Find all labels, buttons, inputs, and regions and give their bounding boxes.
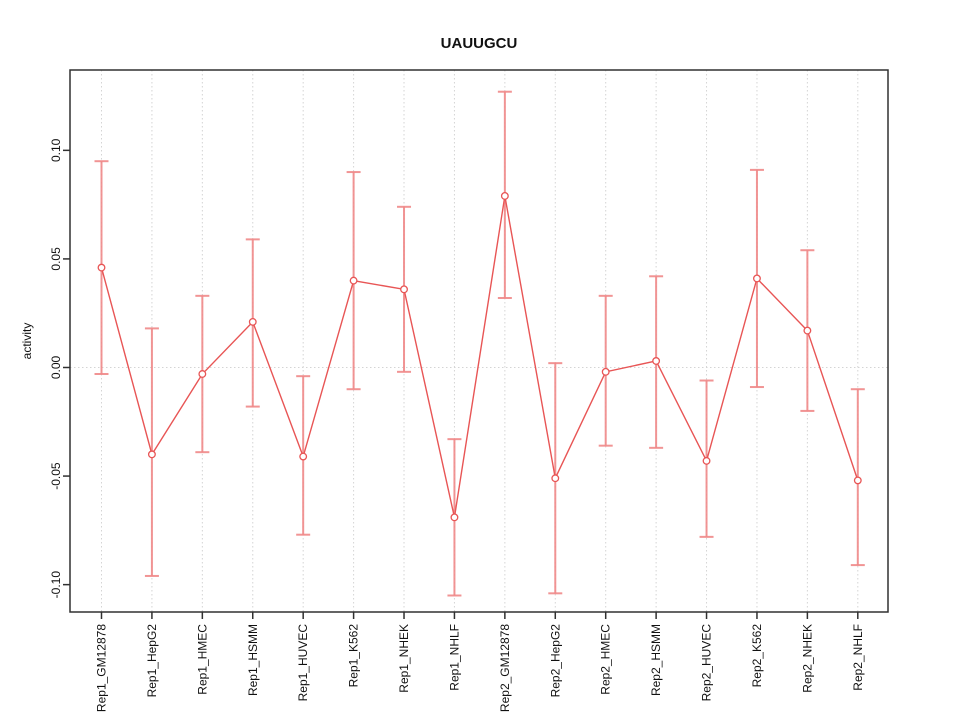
data-point: [198, 370, 207, 378]
data-point: [753, 274, 761, 283]
x-tick-label: Rep1_GM12878: [95, 624, 109, 712]
y-tick-label: 0.05: [49, 247, 63, 271]
data-point: [500, 191, 509, 200]
y-tick-label: -0.05: [49, 462, 63, 490]
plot-box: [69, 69, 889, 613]
chart-title: UAUUGCU: [441, 35, 518, 52]
x-tick-label: Rep2_HSMM: [649, 624, 663, 696]
y-tick-label: -0.10: [49, 571, 63, 599]
x-tick-label: Rep2_NHEK: [800, 624, 814, 693]
x-tick-label: Rep1_HUVEC: [296, 624, 310, 702]
data-point: [803, 326, 812, 335]
data-point: [349, 276, 358, 285]
data-point: [97, 263, 106, 272]
y-axis-label: activity: [20, 323, 34, 360]
data-point: [652, 357, 661, 365]
x-tick-label: Rep1_HepG2: [145, 624, 159, 698]
data-point: [147, 450, 156, 459]
data-point: [853, 476, 862, 485]
x-tick-label: Rep2_HMEC: [599, 624, 613, 695]
x-tick-label: Rep2_GM12878: [498, 624, 512, 712]
x-tick-label: Rep1_NHLF: [447, 624, 461, 691]
x-tick-label: Rep1_NHEK: [397, 624, 411, 693]
data-point: [248, 317, 257, 326]
data-point: [400, 285, 408, 294]
y-tick-label: 0.10: [49, 138, 63, 162]
data-point: [299, 452, 308, 461]
data-point: [702, 456, 711, 465]
data-point: [601, 367, 610, 376]
x-tick-label: Rep2_K562: [750, 624, 764, 688]
x-tick-label: Rep2_NHLF: [851, 624, 865, 691]
x-tick-label: Rep2_HUVEC: [700, 624, 714, 702]
series-line: [100, 195, 859, 518]
x-tick-label: Rep2_HepG2: [548, 624, 562, 698]
x-tick-label: Rep1_HSMM: [246, 624, 260, 696]
y-tick-label: 0.00: [49, 355, 63, 379]
x-tick-label: Rep1_K562: [347, 624, 361, 688]
x-tick-label: Rep1_HMEC: [195, 624, 209, 695]
data-point: [551, 474, 560, 483]
data-point: [450, 513, 459, 522]
